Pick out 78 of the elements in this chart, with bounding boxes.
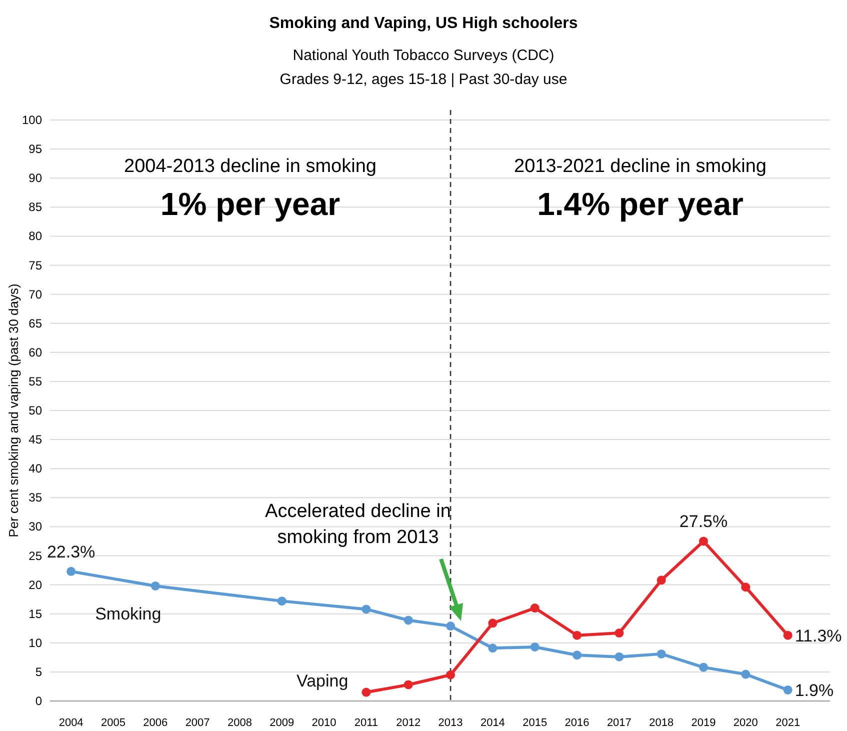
annotation: 2004-2013 decline in smoking: [124, 156, 376, 177]
y-axis-title: Per cent smoking and vaping (past 30 days): [6, 284, 21, 538]
y-tick-label: 25: [28, 548, 42, 563]
point: [488, 644, 498, 653]
x-tick-label: 2012: [396, 717, 421, 729]
series-label: Smoking: [95, 604, 162, 624]
series-label: Vaping: [296, 671, 348, 690]
y-tick-label: 20: [28, 578, 42, 592]
annotation: Accelerated decline in smoking from 2013: [265, 501, 451, 548]
annotation: 1% per year: [160, 186, 340, 222]
point: [530, 604, 540, 613]
point: [614, 628, 624, 638]
data-label: 11.3%: [794, 626, 842, 646]
x-tick-label: 2006: [143, 717, 168, 729]
annotation: 1.4% per year: [537, 186, 744, 222]
point: [656, 576, 666, 585]
x-tick-label: 2008: [227, 717, 252, 729]
y-tick-label: 55: [28, 374, 42, 388]
x-tick-label: 2007: [185, 717, 210, 729]
y-tick-label: 80: [28, 229, 42, 244]
data-label: 27.5%: [679, 512, 728, 532]
point: [699, 662, 708, 672]
annotation: 2013-2021 decline in smoking: [514, 156, 766, 177]
data-label: 22.3%: [46, 542, 96, 562]
point: [277, 596, 286, 606]
y-tick-label: 70: [28, 287, 42, 302]
y-tick-label: 10: [28, 636, 42, 650]
x-tick-label: 2017: [606, 717, 632, 729]
y-tick-label: 30: [28, 520, 42, 534]
point: [404, 616, 413, 625]
x-tick-label: 2014: [480, 717, 505, 729]
point: [741, 670, 750, 679]
y-tick-label: 45: [28, 432, 42, 447]
y-tick-label: 60: [28, 345, 42, 360]
y-tick-label: 5: [35, 664, 42, 679]
y-tick-label: 35: [28, 490, 42, 505]
point: [783, 630, 792, 640]
point: [741, 582, 750, 592]
point: [362, 604, 371, 614]
point: [446, 670, 456, 680]
x-tick-label: 2021: [776, 717, 800, 729]
point: [572, 650, 582, 660]
y-tick-label: 75: [28, 258, 42, 272]
point: [530, 642, 540, 652]
data-label: 1.9%: [794, 680, 834, 700]
x-tick-label: 2011: [354, 717, 378, 729]
chart-title: Smoking and Vaping, US High schoolers: [269, 15, 578, 32]
point: [699, 536, 708, 546]
point: [572, 630, 582, 640]
y-tick-label: 100: [22, 113, 42, 127]
x-tick-label: 2019: [691, 717, 716, 729]
y-tick-label: 0: [35, 694, 42, 708]
x-tick-label: 2010: [312, 717, 336, 729]
y-tick-label: 90: [28, 171, 42, 186]
point: [656, 649, 666, 658]
y-tick-label: 40: [28, 462, 42, 476]
x-tick-label: 2005: [101, 717, 126, 729]
y-tick-label: 50: [28, 404, 42, 418]
y-tick-label: 85: [28, 200, 42, 214]
point: [446, 622, 456, 631]
x-tick-label: 2013: [438, 717, 463, 729]
point: [783, 685, 792, 694]
x-tick-label: 2009: [270, 717, 294, 729]
point: [488, 618, 498, 628]
y-tick-label: 15: [28, 606, 42, 621]
x-tick-label: 2015: [522, 717, 548, 729]
x-tick-label: 2020: [733, 717, 758, 729]
point: [404, 680, 413, 690]
chart-subtitle: National Youth Tobacco Surveys (CDC) Grades 9-12, ages 15-18 | Past 30-day use: [280, 47, 568, 88]
point: [66, 566, 76, 576]
x-tick-label: 2016: [564, 717, 590, 729]
x-tick-label: 2004: [58, 717, 84, 729]
point: [362, 688, 371, 697]
point: [150, 581, 160, 590]
y-tick-label: 95: [28, 142, 42, 156]
point: [614, 652, 624, 662]
y-tick-label: 65: [28, 316, 42, 330]
x-tick-label: 2018: [649, 717, 674, 729]
